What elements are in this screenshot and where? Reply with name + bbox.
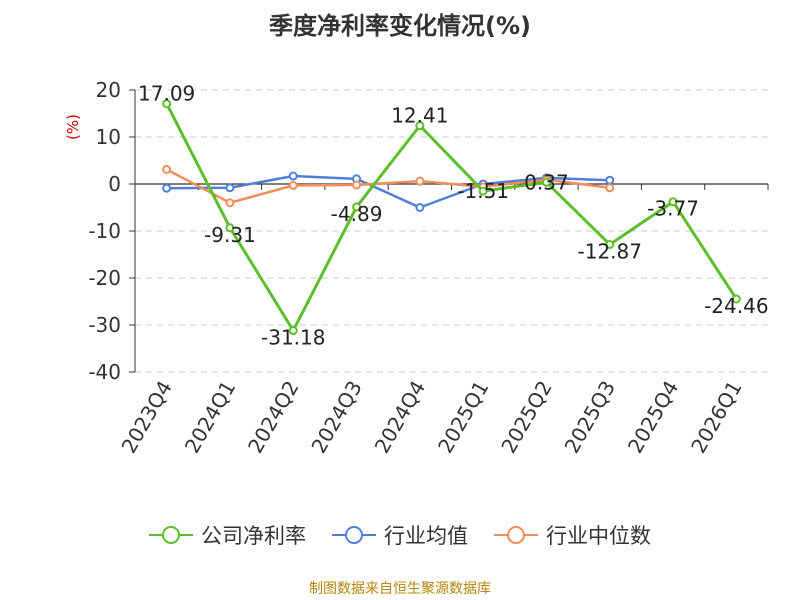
data-point[interactable] bbox=[415, 176, 425, 186]
legend-label: 行业中位数 bbox=[546, 524, 651, 548]
legend: 公司净利率 行业均值 行业中位数 bbox=[0, 520, 800, 550]
legend-item-industry-mean[interactable]: 行业均值 bbox=[332, 520, 468, 550]
legend-marker-icon bbox=[494, 526, 538, 544]
data-point[interactable] bbox=[288, 180, 298, 190]
series-lines bbox=[162, 99, 741, 336]
chart-title: 季度净利率变化情况(%) bbox=[269, 12, 531, 40]
legend-label: 行业均值 bbox=[384, 524, 468, 548]
data-point[interactable] bbox=[162, 183, 172, 193]
x-tick-label: 2024Q4 bbox=[370, 377, 430, 458]
data-point[interactable] bbox=[668, 197, 678, 207]
legend-item-company[interactable]: 公司净利率 bbox=[149, 520, 306, 550]
data-label: -24.46 bbox=[704, 294, 768, 318]
x-tick-label: 2026Q1 bbox=[686, 377, 746, 458]
legend-marker-icon bbox=[149, 526, 193, 544]
x-tick-label: 2024Q2 bbox=[243, 377, 303, 458]
data-point[interactable] bbox=[352, 180, 362, 190]
legend-label: 公司净利率 bbox=[201, 524, 306, 548]
series-line-0 bbox=[165, 102, 738, 333]
x-tick-label: 2023Q4 bbox=[117, 377, 177, 458]
legend-marker-icon bbox=[332, 526, 376, 544]
data-label: -9.31 bbox=[204, 223, 256, 247]
data-point[interactable] bbox=[541, 177, 551, 187]
data-point[interactable] bbox=[605, 183, 615, 193]
data-point[interactable] bbox=[162, 164, 172, 174]
data-point[interactable] bbox=[605, 175, 615, 185]
x-tick-label: 2024Q3 bbox=[306, 377, 366, 458]
x-tick-label: 2025Q2 bbox=[496, 377, 556, 458]
data-label: 0.37 bbox=[524, 170, 569, 194]
source-note: 制图数据来自恒生聚源数据库 bbox=[309, 581, 491, 597]
x-tick-labels: 2023Q4 2024Q1 2024Q2 2024Q3 2024Q4 2025Q1 2025… bbox=[117, 377, 747, 458]
data-point[interactable] bbox=[478, 186, 488, 196]
data-point[interactable] bbox=[225, 183, 235, 193]
x-tick-label: 2025Q3 bbox=[560, 377, 620, 458]
y-tick-labels: 20 10 0 -10 -20 -30 -40 bbox=[88, 78, 121, 384]
data-point[interactable] bbox=[225, 198, 235, 208]
y-tick-label: 20 bbox=[96, 78, 121, 102]
data-label: -4.89 bbox=[331, 202, 383, 226]
data-point[interactable] bbox=[225, 223, 235, 233]
data-point[interactable] bbox=[352, 202, 362, 212]
y-tick-label: -20 bbox=[88, 266, 121, 290]
data-point[interactable] bbox=[288, 326, 298, 336]
legend-item-industry-median[interactable]: 行业中位数 bbox=[494, 520, 651, 550]
data-point[interactable] bbox=[731, 294, 741, 304]
x-tick-label: 2025Q1 bbox=[433, 377, 493, 458]
y-axis-label: (%) bbox=[64, 114, 82, 140]
data-point[interactable] bbox=[415, 203, 425, 212]
series-line-1 bbox=[166, 174, 610, 209]
data-label: -31.18 bbox=[261, 326, 325, 350]
data-label: -1.51 bbox=[457, 179, 509, 203]
y-tick-label: -40 bbox=[88, 360, 121, 384]
y-tick-label: -30 bbox=[88, 313, 121, 337]
data-point[interactable] bbox=[415, 121, 425, 131]
data-point[interactable] bbox=[288, 171, 298, 181]
y-tick-label: -10 bbox=[88, 219, 121, 243]
data-point[interactable] bbox=[162, 99, 172, 109]
data-label: 17.09 bbox=[138, 82, 195, 106]
y-tick-label: 10 bbox=[96, 125, 121, 149]
x-tick-label: 2024Q1 bbox=[180, 377, 240, 458]
data-point[interactable] bbox=[605, 239, 615, 249]
y-tick-label: 0 bbox=[108, 172, 121, 196]
data-label: -12.87 bbox=[578, 239, 642, 263]
x-tick-label: 2025Q4 bbox=[623, 377, 683, 458]
data-labels: 17.09 -9.31 -31.18 -4.89 12.41 -1.51 0.37 -12.8… bbox=[138, 82, 769, 350]
data-label: 12.41 bbox=[391, 104, 448, 128]
data-label: -3.77 bbox=[647, 197, 699, 221]
series-line-2 bbox=[166, 168, 610, 205]
